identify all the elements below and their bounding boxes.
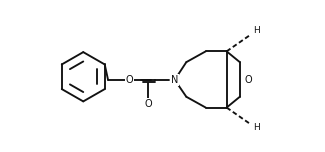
Text: O: O — [145, 99, 152, 109]
Text: N: N — [171, 75, 178, 85]
Text: O: O — [126, 75, 134, 85]
Text: H: H — [253, 26, 259, 35]
Text: O: O — [244, 75, 252, 85]
Text: H: H — [253, 123, 259, 132]
